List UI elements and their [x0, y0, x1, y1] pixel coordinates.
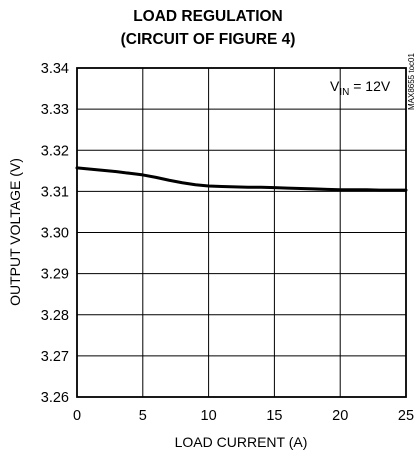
y-tick-label: 3.27 — [41, 349, 69, 365]
x-tick-label: 5 — [139, 408, 147, 424]
vin-subscript: IN — [339, 87, 349, 98]
plot-grid — [77, 68, 406, 397]
series-line-vout — [75, 166, 408, 192]
x-tick-label: 0 — [73, 408, 81, 424]
y-tick-label: 3.29 — [41, 267, 69, 283]
x-tick-label: 10 — [201, 408, 217, 424]
vin-prefix: V — [330, 78, 340, 94]
axis-ticks: 0 5 10 15 20 25 3.34 3.33 3.32 3.31 3.30 3.29 3.28 3.… — [41, 61, 414, 424]
vin-annotation: VIN = 12V — [330, 78, 391, 98]
y-tick-label: 3.32 — [41, 143, 69, 159]
vin-value: = 12V — [349, 78, 391, 94]
chart-title-line1: LOAD REGULATION — [133, 8, 283, 25]
y-tick-label: 3.28 — [41, 308, 69, 324]
y-tick-label: 3.31 — [41, 184, 69, 200]
figure-id-label: MAX8655 toc01 — [407, 53, 416, 110]
x-tick-label: 25 — [398, 408, 414, 424]
y-axis-label: OUTPUT VOLTAGE (V) — [7, 158, 23, 306]
x-tick-label: 20 — [332, 408, 348, 424]
y-tick-label: 3.30 — [41, 226, 69, 242]
y-tick-label: 3.33 — [41, 102, 69, 118]
x-axis-label: LOAD CURRENT (A) — [175, 434, 308, 450]
chart-title-line2: (CIRCUIT OF FIGURE 4) — [121, 31, 296, 48]
y-tick-label: 3.26 — [41, 390, 69, 406]
y-tick-label: 3.34 — [41, 61, 69, 77]
plot-frame — [76, 67, 407, 398]
x-tick-label: 15 — [266, 408, 282, 424]
